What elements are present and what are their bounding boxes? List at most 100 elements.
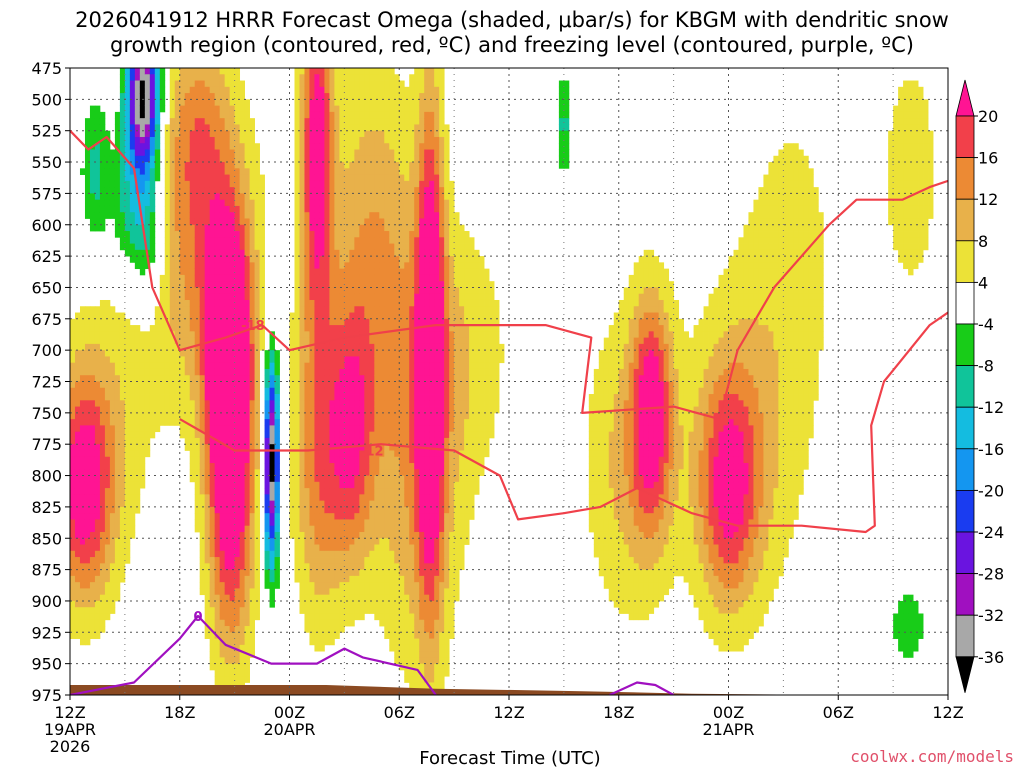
omega-cell [254, 281, 260, 288]
omega-cell [289, 494, 295, 502]
omega-cell [189, 394, 196, 401]
omega-cell [254, 469, 260, 476]
omega-cell [70, 550, 76, 558]
omega-cell [119, 475, 126, 483]
omega-cell [94, 400, 101, 407]
omega-cell [309, 331, 315, 339]
omega-cell [399, 626, 405, 633]
omega-cell [224, 118, 231, 125]
omega-cell [259, 287, 265, 295]
omega-cell [394, 506, 400, 514]
omega-cell [409, 80, 415, 88]
omega-cell [234, 362, 241, 370]
omega-cell [324, 456, 330, 464]
omega-cell [99, 431, 106, 439]
omega-cell [274, 557, 280, 564]
omega-cell [184, 68, 191, 75]
omega-cell [394, 425, 400, 433]
omega-cell [334, 437, 340, 445]
omega-cell [224, 500, 231, 508]
omega-cell [179, 299, 186, 307]
omega-cell [334, 74, 340, 81]
omega-cell [179, 287, 186, 295]
omega-cell [149, 362, 156, 370]
omega-cell [404, 519, 410, 527]
omega-cell [214, 105, 221, 113]
omega-cell [89, 481, 96, 489]
omega-cell [134, 488, 141, 495]
omega-cell [314, 168, 320, 175]
omega-cell [294, 569, 300, 577]
omega-cell [359, 224, 365, 232]
omega-cell [319, 124, 325, 132]
omega-cell [229, 124, 236, 132]
omega-cell [174, 299, 181, 307]
omega-cell [394, 638, 400, 646]
omega-cell [259, 325, 265, 332]
omega-cell [374, 569, 380, 577]
omega-cell [409, 174, 415, 182]
omega-cell [204, 249, 211, 257]
omega-cell [229, 488, 236, 495]
omega-cell [244, 118, 250, 125]
omega-cell [399, 205, 405, 213]
omega-cell [294, 400, 300, 407]
omega-cell [344, 519, 350, 527]
omega-cell [244, 582, 250, 589]
omega-cell [84, 481, 91, 489]
omega-cell [349, 306, 355, 313]
omega-cell [194, 231, 201, 238]
omega-cell [224, 180, 231, 188]
omega-cell [244, 249, 250, 257]
omega-cell [409, 387, 415, 395]
omega-cell [249, 469, 255, 476]
omega-cell [104, 475, 111, 483]
omega-cell [314, 619, 320, 627]
omega-cell [404, 268, 410, 276]
omega-cell [199, 356, 206, 364]
omega-cell [259, 199, 265, 207]
omega-cell [144, 375, 151, 382]
omega-cell [294, 168, 300, 175]
omega-cell [154, 331, 161, 339]
omega-cell [314, 444, 320, 451]
omega-cell [234, 569, 241, 577]
omega-cell [364, 481, 370, 489]
omega-cell [94, 626, 101, 633]
omega-cell [209, 193, 216, 201]
omega-cell [99, 469, 106, 476]
omega-cell [394, 187, 400, 194]
omega-cell [249, 331, 255, 339]
omega-cell [114, 588, 121, 596]
omega-cell [204, 594, 211, 602]
omega-cell [244, 632, 250, 639]
omega-cell [374, 350, 380, 357]
omega-cell [259, 212, 265, 219]
omega-cell [209, 456, 216, 464]
omega-cell [364, 312, 370, 320]
omega-cell [254, 174, 260, 182]
omega-cell [219, 444, 226, 451]
omega-cell [169, 218, 176, 226]
omega-cell [224, 550, 231, 558]
omega-cell [344, 243, 350, 251]
omega-cell [139, 80, 146, 88]
omega-cell [94, 588, 101, 596]
omega-cell [219, 375, 226, 382]
omega-cell [394, 249, 400, 257]
omega-cell [329, 569, 335, 577]
omega-cell [99, 519, 106, 527]
omega-cell [119, 563, 126, 570]
omega-cell [254, 299, 260, 307]
omega-cell [99, 626, 106, 633]
omega-cell [359, 394, 365, 401]
omega-cell [179, 394, 186, 401]
omega-cell [224, 513, 231, 520]
omega-cell [169, 394, 176, 401]
omega-cell [234, 86, 241, 94]
omega-cell [249, 481, 255, 489]
omega-cell [364, 111, 370, 119]
omega-cell [219, 557, 226, 564]
omega-cell [204, 243, 211, 251]
omega-cell [399, 651, 405, 658]
